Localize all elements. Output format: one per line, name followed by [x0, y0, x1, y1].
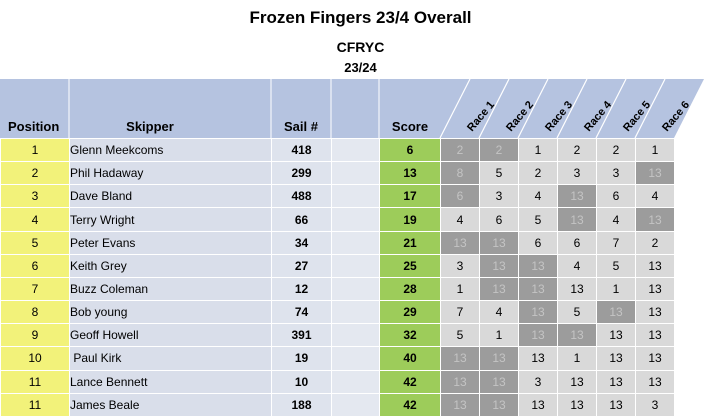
svg-text:Score: Score — [392, 119, 428, 134]
svg-text:Position: Position — [8, 119, 59, 134]
svg-text:Sail #: Sail # — [284, 119, 319, 134]
svg-text:Skipper: Skipper — [126, 119, 174, 134]
